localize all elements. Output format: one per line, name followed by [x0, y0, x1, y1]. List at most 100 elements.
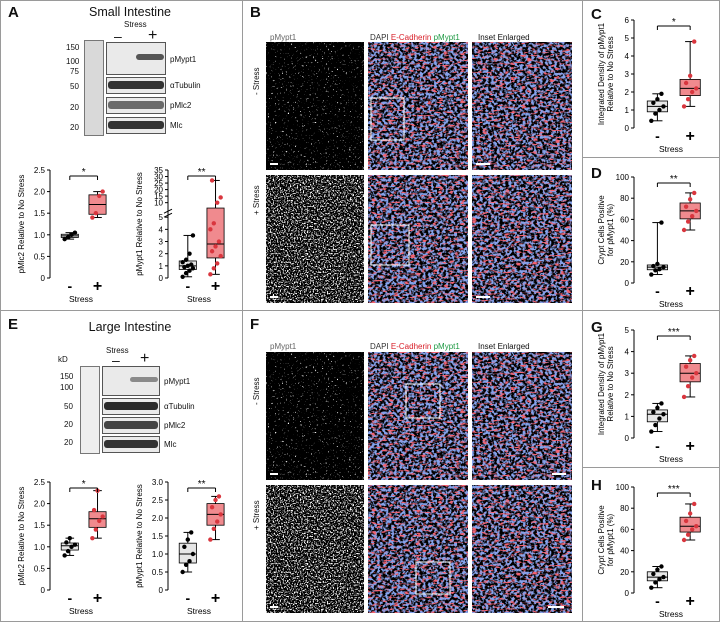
data-point — [97, 518, 102, 524]
y-tick-label: 2.0 — [34, 188, 46, 197]
data-point — [209, 178, 215, 183]
y-tick-label: 80 — [620, 194, 629, 203]
col-label-pmypt1: pMypt1 — [270, 342, 297, 351]
y-tick-label: 3 — [625, 70, 630, 79]
y-tick-label: 4 — [625, 52, 630, 61]
data-point — [209, 249, 215, 254]
data-point — [185, 537, 190, 542]
y-tick-label: 15 — [154, 192, 163, 201]
data-point — [692, 501, 697, 507]
data-point — [208, 227, 213, 232]
blot-band — [104, 421, 158, 429]
marker-label: 75 — [70, 67, 79, 76]
marker-label: 20 — [70, 103, 79, 112]
data-point — [651, 263, 656, 269]
y-tick-label: 1 — [625, 106, 630, 115]
micrograph-merge-stress — [368, 175, 468, 303]
ladder-lane — [84, 40, 104, 136]
data-point — [649, 272, 654, 277]
row-label-minus-stress: - Stress — [252, 67, 261, 95]
col-label-merge: DAPI E-Cadherin pMypt1 — [370, 342, 460, 351]
data-point — [209, 505, 215, 510]
y-tick-label: 40 — [620, 547, 629, 556]
y-tick-label: 3 — [625, 369, 630, 378]
data-point — [64, 540, 69, 545]
row-label-plus-stress: + Stress — [252, 500, 261, 530]
data-point — [187, 268, 192, 273]
data-point — [692, 353, 697, 359]
x-tick-label: + — [211, 590, 220, 607]
data-point — [661, 264, 666, 270]
data-point — [657, 267, 662, 272]
y-axis-label: pMlc2 Relative to No Stress — [17, 175, 26, 274]
data-point — [655, 261, 660, 267]
data-point — [65, 234, 71, 240]
panel-letter-h: H — [591, 477, 602, 494]
data-point — [90, 535, 95, 541]
y-tick-label: 80 — [620, 504, 629, 513]
panel-e-minus: – — [112, 352, 120, 368]
merge-dapi-label: DAPI — [370, 342, 389, 351]
data-point — [97, 193, 102, 199]
y-tick-label: 2 — [625, 88, 630, 97]
data-point — [689, 375, 695, 380]
y-tick-label: 0.5 — [34, 564, 46, 573]
y-tick-label: 4 — [159, 225, 164, 234]
data-point — [218, 512, 223, 517]
marker-label: 100 — [66, 57, 80, 66]
data-point — [189, 262, 194, 267]
data-point — [215, 519, 220, 524]
data-point — [218, 195, 223, 200]
marker-label: 150 — [60, 372, 74, 381]
data-point — [685, 219, 691, 224]
data-point — [208, 537, 213, 542]
marker-label: 20 — [64, 420, 73, 429]
data-point — [72, 542, 78, 547]
y-tick-label: 3.0 — [152, 478, 164, 487]
data-point — [62, 236, 67, 242]
data-point — [651, 409, 656, 415]
y-tick-label: 60 — [620, 525, 629, 534]
data-point — [681, 394, 687, 400]
data-point — [685, 532, 691, 537]
col-label-inset: Inset Enlarged — [478, 342, 530, 351]
data-point — [681, 104, 687, 109]
significance-label: * — [82, 167, 86, 178]
y-tick-label: 100 — [616, 173, 630, 182]
blot-label: pMypt1 — [164, 377, 191, 386]
micrograph-inset-no-stress — [472, 352, 572, 480]
marker-label: 20 — [64, 438, 73, 447]
data-point — [211, 266, 217, 271]
data-point — [683, 518, 689, 524]
data-point — [653, 111, 658, 116]
data-point — [681, 227, 687, 233]
data-point — [692, 190, 697, 196]
marker-label: 100 — [60, 383, 74, 392]
merge-cadherin-label: E-Cadherin — [390, 342, 432, 351]
y-tick-label: 2.5 — [34, 478, 46, 487]
data-point — [655, 567, 660, 572]
x-axis-label: Stress — [659, 454, 683, 464]
col-label-merge: DAPI E-Cadherin pMypt1 — [370, 33, 460, 42]
data-point — [685, 383, 691, 389]
y-tick-label: 0.5 — [34, 252, 46, 261]
x-axis-label: Stress — [659, 299, 683, 309]
panel-e-plus: + — [140, 350, 150, 367]
data-point — [683, 80, 689, 86]
data-point — [100, 514, 105, 519]
data-point — [657, 577, 662, 582]
data-point — [187, 559, 192, 564]
data-point — [189, 530, 194, 535]
data-point — [62, 553, 67, 558]
panel-letter-a: A — [8, 4, 19, 21]
chart-e-pmypt1: 0 0.5 1.0 1.5 2.0 2.5 3.0 pMypt1 Relative to No… — [135, 478, 225, 616]
y-tick-label: 4 — [625, 348, 630, 357]
blot-band — [104, 440, 158, 448]
marker-label: 150 — [66, 43, 80, 52]
y-axis-label: pMypt1 Relative to No Stress — [135, 484, 144, 588]
data-point — [694, 371, 699, 376]
data-point — [687, 73, 693, 78]
data-point — [657, 107, 662, 113]
panel-a-title: Small Intestine — [89, 5, 171, 19]
panel-letter-g: G — [591, 319, 603, 336]
